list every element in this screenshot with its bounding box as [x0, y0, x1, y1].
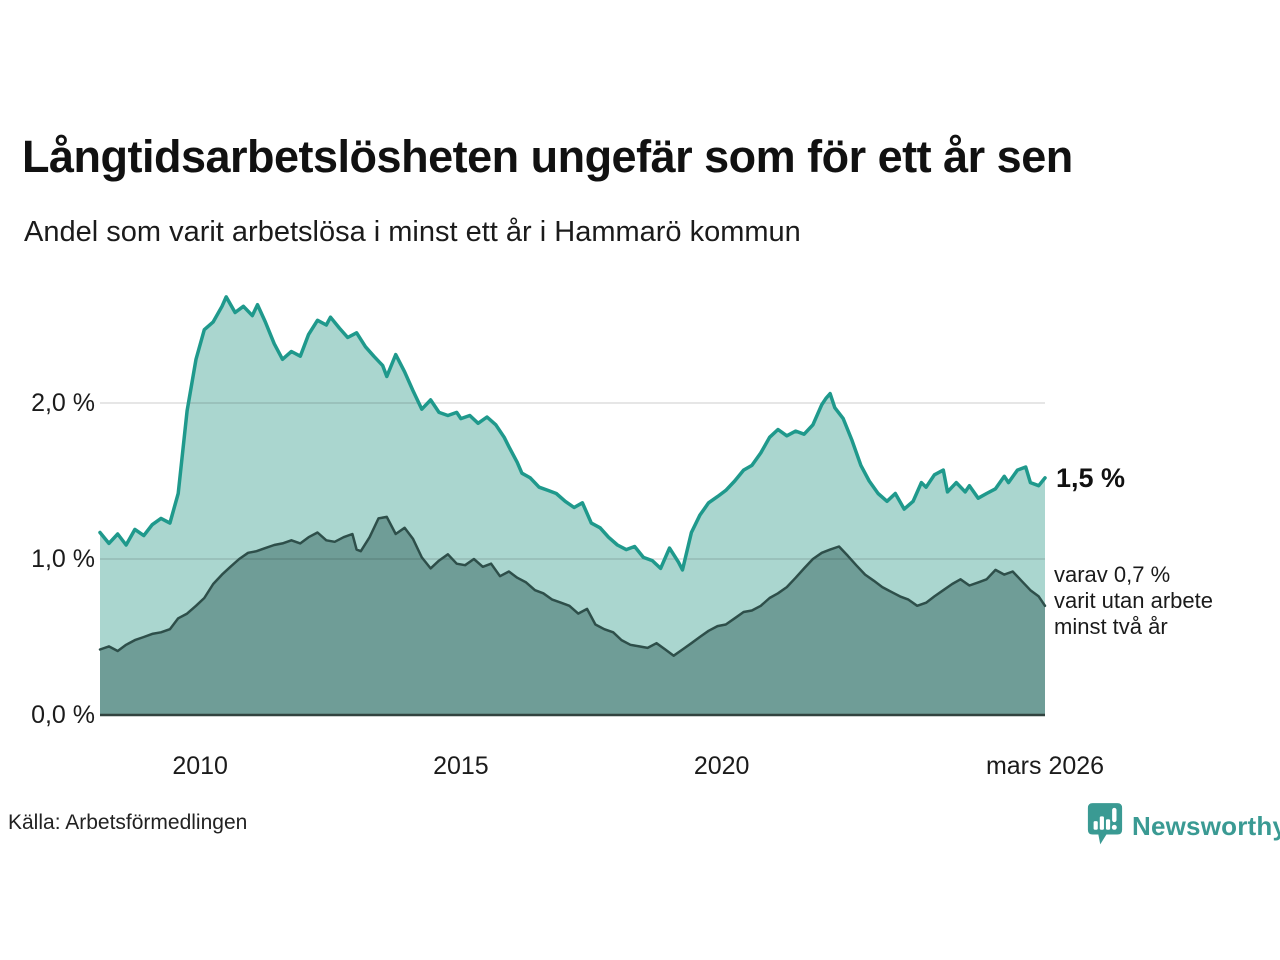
x-axis-tick-2020: 2020 — [693, 752, 750, 780]
area-fill-series-1 — [100, 516, 1045, 715]
y-axis-tick-1: 1,0 % — [31, 545, 95, 573]
line-series-0 — [98, 295, 1047, 572]
source-credit: Källa: Arbetsförmedlingen — [8, 811, 248, 834]
secondary-value-line-2: varit utan arbete — [1054, 588, 1213, 613]
newsworthy-logo-icon — [1086, 801, 1124, 852]
latest-value-label: 1,5 % — [1056, 463, 1126, 493]
y-axis-tick-0: 0,0 % — [31, 701, 95, 729]
secondary-value-line-1: varav 0,7 % — [1054, 562, 1171, 587]
secondary-value-line-3: minst två år — [1054, 614, 1168, 639]
page-subtitle: Andel som varit arbetslösa i minst ett å… — [24, 216, 801, 248]
x-axis-tick-mars-2026: mars 2026 — [985, 752, 1105, 780]
line-series-1 — [98, 515, 1047, 657]
secondary-value-label: varav 0,7 % varit utan arbete minst två … — [1054, 562, 1213, 640]
x-axis-tick-2015: 2015 — [433, 752, 489, 780]
newsworthy-brand: Newsworthy — [1086, 801, 1280, 852]
x-axis-tick-2010: 2010 — [172, 752, 228, 780]
page-title: Långtidsarbetslösheten ungefär som för e… — [22, 131, 1073, 182]
y-axis-tick-2: 2,0 % — [31, 389, 95, 417]
newsworthy-wordmark: Newsworthy — [1132, 811, 1280, 841]
